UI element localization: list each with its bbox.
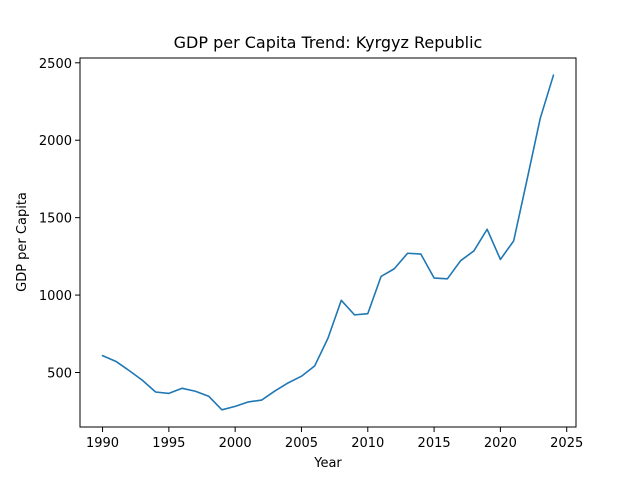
x-axis-ticks: 1990 1995 2000 2005 2010 2015 2020 2025 [86, 427, 583, 451]
y-tick-label: 500 [47, 366, 72, 381]
y-tick-label: 1500 [39, 212, 72, 227]
x-tick-label: 1995 [152, 436, 185, 451]
y-axis-ticks: 500 1000 1500 2000 2500 [39, 57, 80, 381]
x-tick-label: 2000 [219, 436, 252, 451]
y-tick-label: 1000 [39, 289, 72, 304]
y-tick-label: 2000 [39, 134, 72, 149]
x-tick-label: 1990 [86, 436, 119, 451]
y-tick-label: 2500 [39, 57, 72, 72]
x-tick-label: 2005 [285, 436, 318, 451]
gdp-per-capita-line [101, 74, 555, 411]
x-tick-label: 2015 [418, 436, 451, 451]
x-tick-label: 2025 [550, 436, 583, 451]
x-tick-label: 2010 [351, 436, 384, 451]
y-axis-label: GDP per Capita [15, 192, 30, 292]
plot-area-frame [79, 57, 577, 428]
x-tick-label: 2020 [484, 436, 517, 451]
x-axis-label: Year [313, 456, 342, 471]
chart-title: GDP per Capita Trend: Kyrgyz Republic [174, 33, 483, 52]
series-layer [101, 74, 555, 411]
